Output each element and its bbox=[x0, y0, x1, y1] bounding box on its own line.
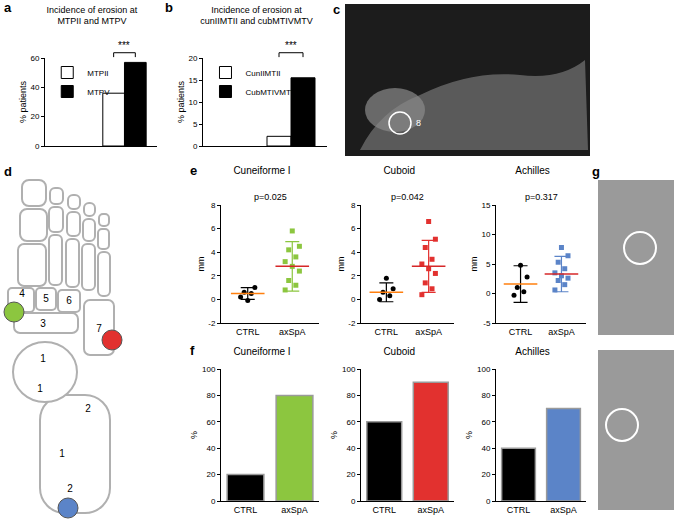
svg-text:axSpA: axSpA bbox=[415, 327, 442, 337]
svg-text:20: 20 bbox=[346, 470, 355, 479]
svg-text:Achilles: Achilles bbox=[515, 346, 549, 357]
svg-text:40: 40 bbox=[206, 444, 215, 453]
svg-text:-5: -5 bbox=[483, 319, 491, 328]
svg-text:0: 0 bbox=[486, 497, 491, 506]
svg-text:Cuboid: Cuboid bbox=[383, 165, 415, 176]
svg-text:8: 8 bbox=[211, 201, 216, 210]
svg-text:20: 20 bbox=[188, 54, 197, 63]
svg-text:CunIIMTII: CunIIMTII bbox=[245, 69, 280, 78]
svg-text:8: 8 bbox=[416, 118, 421, 128]
svg-text:Achilles: Achilles bbox=[515, 165, 549, 176]
svg-text:15: 15 bbox=[188, 76, 197, 85]
svg-text:CTRL: CTRL bbox=[507, 505, 531, 515]
svg-text:Incidence of erosion atcunIIMT: Incidence of erosion atcunIIMTII and cub… bbox=[200, 5, 313, 27]
svg-text:p=0.042: p=0.042 bbox=[391, 192, 424, 202]
svg-text:60: 60 bbox=[206, 418, 215, 427]
svg-text:1: 1 bbox=[40, 353, 46, 364]
svg-text:MTPV: MTPV bbox=[87, 88, 110, 97]
svg-text:2: 2 bbox=[211, 272, 216, 281]
svg-text:20: 20 bbox=[481, 470, 490, 479]
svg-text:40: 40 bbox=[481, 444, 490, 453]
svg-text:0: 0 bbox=[211, 295, 216, 304]
svg-text:0: 0 bbox=[351, 497, 356, 506]
svg-text:80: 80 bbox=[346, 391, 355, 400]
svg-text:CTRL: CTRL bbox=[509, 327, 533, 337]
svg-text:0: 0 bbox=[351, 295, 356, 304]
svg-text:Cuneiforme I: Cuneiforme I bbox=[233, 346, 290, 357]
svg-text:10: 10 bbox=[188, 98, 197, 107]
svg-text:5: 5 bbox=[486, 260, 491, 269]
svg-text:d: d bbox=[4, 164, 12, 179]
svg-text:8: 8 bbox=[351, 201, 356, 210]
svg-text:MTPII: MTPII bbox=[87, 69, 108, 78]
svg-text:6: 6 bbox=[351, 224, 356, 233]
svg-text:60: 60 bbox=[346, 418, 355, 427]
svg-text:15: 15 bbox=[481, 201, 490, 210]
svg-text:CTRL: CTRL bbox=[234, 505, 258, 515]
svg-text:60: 60 bbox=[30, 54, 39, 63]
svg-text:-2: -2 bbox=[208, 319, 216, 328]
svg-text:4: 4 bbox=[211, 248, 216, 257]
svg-text:axSpA: axSpA bbox=[550, 505, 577, 515]
svg-text:mm: mm bbox=[196, 257, 206, 272]
svg-text:3: 3 bbox=[40, 318, 46, 329]
svg-text:5: 5 bbox=[193, 120, 198, 129]
svg-text:mm: mm bbox=[336, 257, 346, 272]
svg-text:Incidence of erosion atMTPII a: Incidence of erosion atMTPII and MTPV bbox=[47, 5, 138, 27]
svg-text:% patients: % patients bbox=[176, 80, 186, 123]
svg-text:4: 4 bbox=[351, 248, 356, 257]
svg-text:axSpA: axSpA bbox=[281, 505, 308, 515]
svg-text:4: 4 bbox=[19, 288, 25, 299]
svg-text:f: f bbox=[190, 343, 195, 358]
svg-text:%: % bbox=[329, 431, 339, 439]
svg-text:0: 0 bbox=[211, 497, 216, 506]
svg-text:axSpA: axSpA bbox=[548, 327, 575, 337]
svg-text:80: 80 bbox=[481, 391, 490, 400]
svg-text:10: 10 bbox=[481, 230, 490, 239]
svg-text:20: 20 bbox=[30, 112, 39, 121]
svg-text:c: c bbox=[333, 2, 340, 17]
svg-text:%: % bbox=[189, 431, 199, 439]
svg-text:g: g bbox=[592, 164, 600, 179]
svg-text:100: 100 bbox=[342, 365, 356, 374]
svg-text:% patients: % patients bbox=[18, 80, 28, 123]
svg-text:0: 0 bbox=[486, 289, 491, 298]
svg-text:40: 40 bbox=[346, 444, 355, 453]
svg-text:2: 2 bbox=[351, 272, 356, 281]
svg-text:b: b bbox=[165, 0, 173, 15]
svg-text:6: 6 bbox=[211, 224, 216, 233]
svg-text:6: 6 bbox=[66, 295, 72, 306]
svg-text:7: 7 bbox=[96, 323, 102, 334]
svg-text:e: e bbox=[190, 163, 197, 178]
svg-text:CTRL: CTRL bbox=[236, 327, 260, 337]
svg-text:100: 100 bbox=[202, 365, 216, 374]
svg-text:40: 40 bbox=[30, 83, 39, 92]
svg-text:80: 80 bbox=[206, 391, 215, 400]
svg-text:20: 20 bbox=[206, 470, 215, 479]
svg-text:CTRL: CTRL bbox=[372, 505, 396, 515]
svg-text:mm: mm bbox=[469, 257, 479, 272]
svg-text:60: 60 bbox=[481, 418, 490, 427]
svg-text:a: a bbox=[4, 0, 12, 15]
svg-text:axSpA: axSpA bbox=[417, 505, 444, 515]
svg-text:-2: -2 bbox=[348, 319, 356, 328]
svg-text:%: % bbox=[464, 431, 474, 439]
svg-text:Cuboid: Cuboid bbox=[383, 346, 415, 357]
svg-text:p=0.317: p=0.317 bbox=[525, 192, 558, 202]
svg-text:CTRL: CTRL bbox=[375, 327, 399, 337]
svg-text:2: 2 bbox=[67, 483, 73, 494]
svg-text:100: 100 bbox=[477, 365, 491, 374]
svg-text:0: 0 bbox=[193, 142, 198, 151]
svg-text:2: 2 bbox=[85, 403, 91, 414]
svg-text:***: *** bbox=[285, 40, 297, 51]
svg-text:0: 0 bbox=[35, 142, 40, 151]
svg-text:axSpA: axSpA bbox=[279, 327, 306, 337]
svg-text:***: *** bbox=[118, 40, 130, 51]
svg-text:5: 5 bbox=[43, 293, 49, 304]
svg-text:1: 1 bbox=[37, 383, 43, 394]
svg-text:p=0.025: p=0.025 bbox=[254, 192, 287, 202]
svg-text:CubMTIVMTV: CubMTIVMTV bbox=[245, 88, 296, 97]
svg-text:1: 1 bbox=[59, 448, 65, 459]
svg-text:Cuneiforme I: Cuneiforme I bbox=[233, 165, 290, 176]
